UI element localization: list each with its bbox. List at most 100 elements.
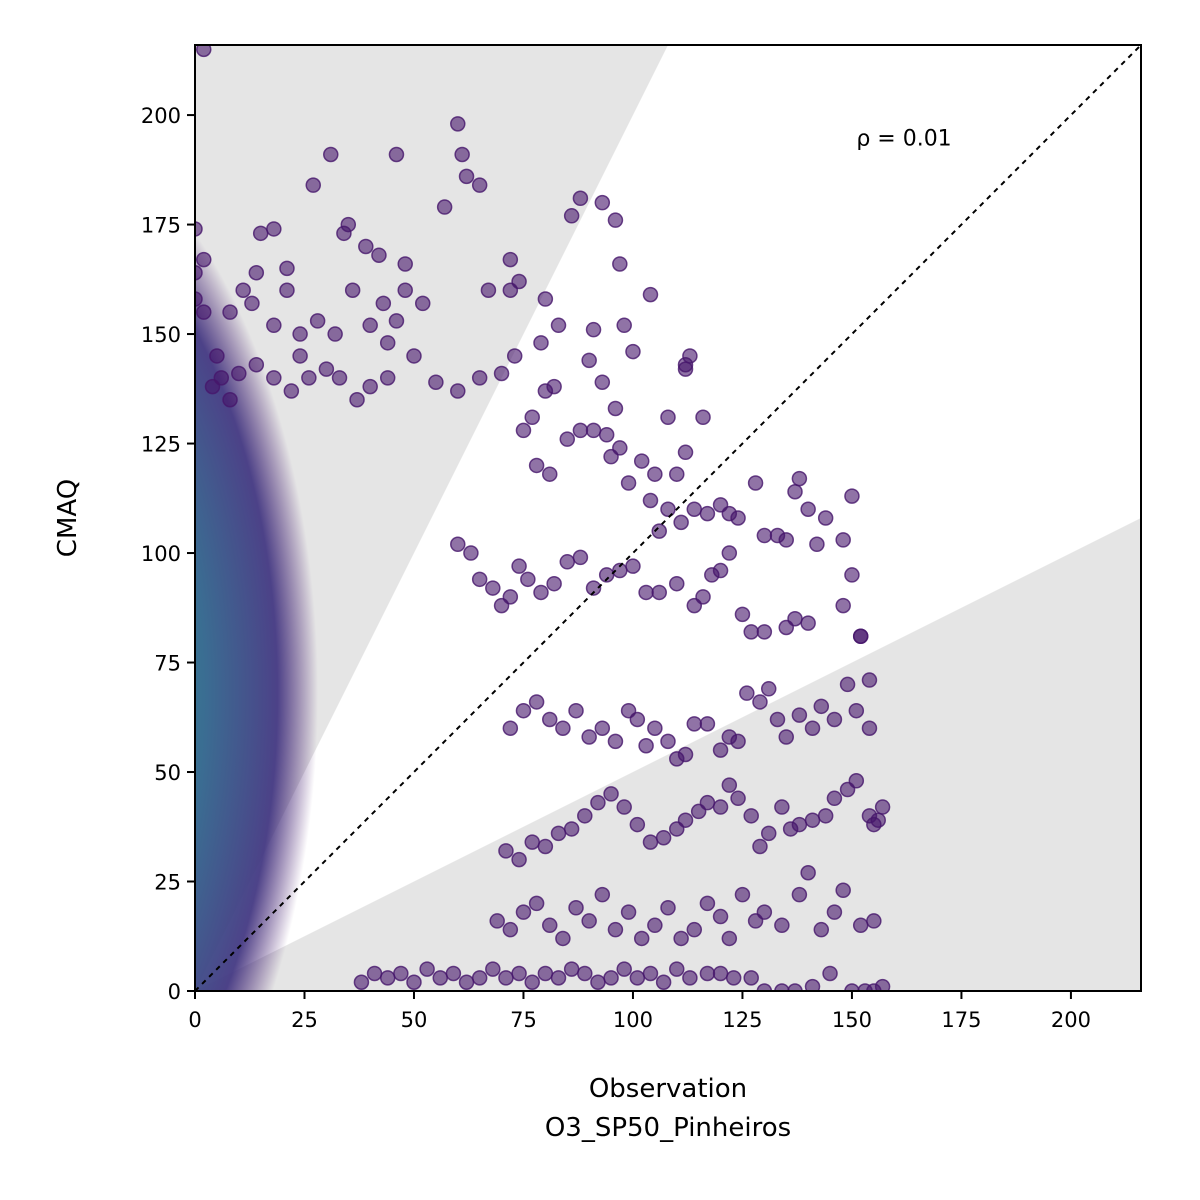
data-point bbox=[292, 348, 308, 364]
data-point bbox=[844, 567, 860, 583]
data-point bbox=[283, 383, 300, 399]
data-point bbox=[436, 199, 453, 215]
data-point bbox=[362, 317, 378, 334]
data-point bbox=[502, 921, 519, 938]
data-point bbox=[809, 536, 825, 553]
data-point bbox=[616, 317, 632, 334]
data-point bbox=[406, 348, 422, 364]
data-point bbox=[506, 348, 523, 364]
data-point bbox=[379, 335, 396, 351]
data-point bbox=[594, 720, 611, 736]
data-point bbox=[555, 930, 571, 947]
data-point bbox=[471, 571, 488, 588]
data-point bbox=[533, 584, 549, 601]
data-point bbox=[813, 921, 830, 938]
data-point bbox=[774, 799, 790, 815]
data-point bbox=[454, 146, 470, 163]
data-point bbox=[817, 510, 834, 526]
y-axis-label: CMAQ bbox=[53, 479, 83, 557]
data-point bbox=[432, 970, 449, 986]
data-point bbox=[616, 799, 632, 815]
data-point bbox=[747, 475, 764, 491]
data-point bbox=[752, 694, 768, 710]
data-point bbox=[485, 961, 501, 977]
correlation-annotation: ρ = 0.01 bbox=[856, 127, 951, 152]
data-point bbox=[572, 190, 589, 207]
data-point bbox=[866, 816, 882, 833]
data-point bbox=[800, 501, 816, 517]
data-point bbox=[673, 930, 689, 947]
data-point bbox=[844, 488, 860, 504]
data-point bbox=[542, 917, 558, 934]
data-point bbox=[787, 483, 803, 500]
data-point bbox=[686, 716, 703, 732]
data-point bbox=[349, 392, 365, 408]
x-tick-label: 0 bbox=[188, 1008, 201, 1032]
data-point bbox=[647, 720, 663, 736]
data-point bbox=[195, 221, 203, 237]
data-point bbox=[835, 882, 851, 899]
data-point bbox=[520, 571, 536, 588]
data-point bbox=[756, 624, 773, 640]
data-point bbox=[660, 733, 676, 750]
data-point bbox=[266, 370, 282, 386]
data-point bbox=[379, 370, 396, 386]
data-point bbox=[804, 812, 821, 828]
data-point bbox=[480, 282, 497, 299]
data-point bbox=[603, 970, 619, 986]
data-point bbox=[686, 597, 703, 614]
data-point bbox=[778, 619, 794, 636]
data-point bbox=[511, 558, 527, 574]
data-point bbox=[612, 440, 628, 456]
data-point bbox=[502, 251, 519, 268]
data-point bbox=[463, 545, 479, 561]
data-point bbox=[568, 900, 584, 916]
data-point bbox=[594, 886, 611, 903]
data-point bbox=[778, 729, 794, 745]
data-point bbox=[669, 466, 685, 482]
data-point bbox=[686, 921, 703, 938]
data-point bbox=[660, 501, 676, 517]
data-point bbox=[393, 965, 409, 982]
x-tick-label: 25 bbox=[291, 1008, 318, 1032]
data-point bbox=[252, 225, 269, 242]
data-point bbox=[835, 597, 851, 614]
data-point bbox=[204, 378, 221, 395]
data-point bbox=[511, 851, 527, 868]
data-point bbox=[327, 326, 343, 342]
data-point bbox=[633, 453, 650, 469]
data-point bbox=[353, 974, 370, 990]
data-point bbox=[515, 702, 532, 719]
data-point bbox=[734, 886, 751, 903]
data-point bbox=[358, 238, 374, 255]
data-point bbox=[511, 273, 527, 290]
data-point bbox=[563, 208, 580, 224]
data-point bbox=[725, 970, 742, 986]
data-point bbox=[371, 247, 387, 263]
data-point bbox=[607, 400, 624, 417]
data-point bbox=[866, 913, 882, 929]
data-point bbox=[590, 794, 606, 811]
data-point bbox=[756, 527, 773, 544]
data-point bbox=[817, 808, 834, 824]
data-point bbox=[585, 321, 602, 338]
data-point bbox=[550, 825, 567, 842]
data-point bbox=[581, 913, 597, 929]
data-point bbox=[537, 965, 554, 982]
data-point bbox=[581, 729, 597, 745]
data-point bbox=[712, 908, 729, 925]
data-point bbox=[195, 291, 203, 307]
y-tick-label: 25 bbox=[154, 871, 181, 895]
data-point bbox=[235, 282, 251, 299]
data-point bbox=[331, 370, 348, 386]
data-point bbox=[388, 313, 405, 329]
data-point bbox=[542, 466, 558, 482]
data-point bbox=[651, 523, 667, 539]
data-point bbox=[528, 694, 545, 710]
data-point bbox=[620, 475, 637, 491]
data-point bbox=[598, 427, 615, 443]
data-point bbox=[375, 295, 392, 312]
x-tick-label: 175 bbox=[941, 1008, 981, 1032]
data-point bbox=[712, 965, 729, 982]
